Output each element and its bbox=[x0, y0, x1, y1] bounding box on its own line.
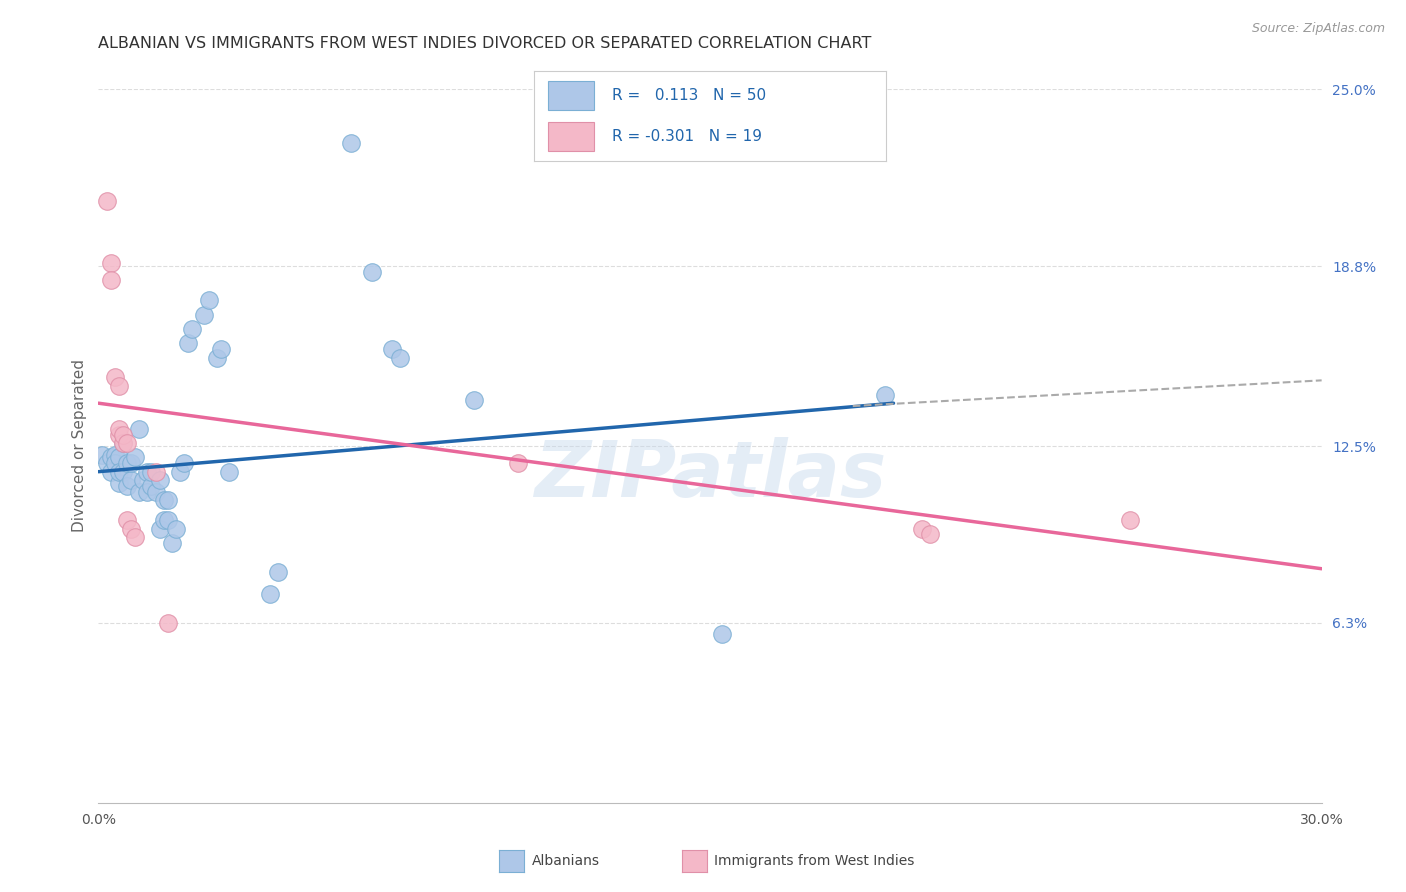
Point bbox=[145, 465, 167, 479]
Point bbox=[920, 527, 942, 541]
Point bbox=[267, 565, 290, 579]
Point bbox=[100, 256, 122, 270]
Point bbox=[108, 476, 131, 491]
Point bbox=[96, 456, 118, 470]
Text: Albanians: Albanians bbox=[531, 855, 599, 868]
Point bbox=[173, 456, 195, 470]
Point bbox=[136, 465, 159, 479]
Point bbox=[136, 484, 159, 499]
Point bbox=[104, 370, 127, 384]
Point bbox=[108, 465, 131, 479]
Point bbox=[160, 536, 183, 550]
Point bbox=[115, 436, 138, 450]
Point bbox=[100, 450, 122, 465]
Point bbox=[165, 522, 187, 536]
Point bbox=[875, 387, 897, 401]
Point bbox=[100, 273, 122, 287]
Point bbox=[197, 293, 219, 308]
Point bbox=[360, 265, 382, 279]
Point bbox=[104, 456, 127, 470]
Point bbox=[1119, 513, 1142, 527]
Text: ALBANIAN VS IMMIGRANTS FROM WEST INDIES DIVORCED OR SEPARATED CORRELATION CHART: ALBANIAN VS IMMIGRANTS FROM WEST INDIES … bbox=[98, 36, 872, 51]
Text: ZIPatlas: ZIPatlas bbox=[534, 436, 886, 513]
Bar bbox=[548, 81, 593, 110]
Point bbox=[100, 465, 122, 479]
Point bbox=[156, 493, 179, 508]
Point bbox=[120, 456, 142, 470]
Text: Immigrants from West Indies: Immigrants from West Indies bbox=[714, 855, 915, 868]
Point bbox=[340, 136, 363, 151]
Point bbox=[141, 465, 163, 479]
Point bbox=[152, 513, 174, 527]
Point bbox=[115, 456, 138, 470]
Point bbox=[259, 587, 281, 601]
Point bbox=[96, 194, 118, 208]
Point bbox=[152, 493, 174, 508]
Point bbox=[218, 465, 240, 479]
Bar bbox=[548, 122, 593, 151]
Point bbox=[124, 530, 146, 544]
Point bbox=[111, 465, 134, 479]
Point bbox=[111, 436, 134, 450]
Point bbox=[911, 522, 934, 536]
Point bbox=[177, 336, 200, 351]
Point bbox=[128, 422, 150, 436]
Point bbox=[141, 479, 163, 493]
Point bbox=[711, 627, 734, 641]
Point bbox=[120, 522, 142, 536]
Point bbox=[91, 448, 114, 462]
Point bbox=[104, 448, 127, 462]
Point bbox=[108, 422, 131, 436]
Point bbox=[111, 427, 134, 442]
Point bbox=[193, 308, 215, 322]
Point bbox=[132, 473, 155, 487]
Point bbox=[108, 379, 131, 393]
Point bbox=[145, 484, 167, 499]
Point bbox=[381, 342, 404, 356]
Point bbox=[115, 513, 138, 527]
Point bbox=[149, 473, 172, 487]
Point bbox=[463, 393, 485, 408]
Text: R = -0.301   N = 19: R = -0.301 N = 19 bbox=[612, 129, 762, 144]
Point bbox=[149, 522, 172, 536]
Point bbox=[108, 450, 131, 465]
Point bbox=[169, 465, 191, 479]
Point bbox=[205, 351, 228, 365]
Point bbox=[209, 342, 232, 356]
Point bbox=[115, 479, 138, 493]
Point bbox=[508, 456, 530, 470]
Point bbox=[181, 322, 204, 336]
Point bbox=[120, 473, 142, 487]
Point bbox=[389, 351, 412, 365]
Y-axis label: Divorced or Separated: Divorced or Separated bbox=[72, 359, 87, 533]
Point bbox=[108, 427, 131, 442]
Text: R =   0.113   N = 50: R = 0.113 N = 50 bbox=[612, 88, 766, 103]
Point bbox=[111, 436, 134, 450]
Point bbox=[128, 484, 150, 499]
Point bbox=[124, 450, 146, 465]
Point bbox=[156, 615, 179, 630]
Text: Source: ZipAtlas.com: Source: ZipAtlas.com bbox=[1251, 22, 1385, 36]
Point bbox=[156, 513, 179, 527]
